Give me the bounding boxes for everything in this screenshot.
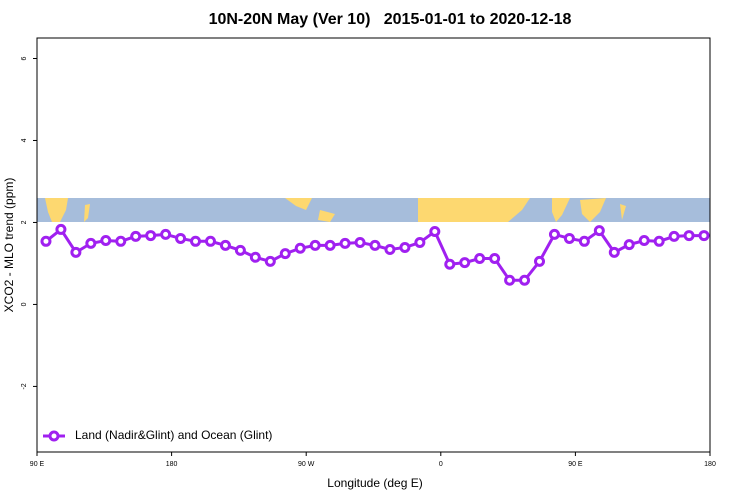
legend-label: Land (Nadir&Glint) and Ocean (Glint) [75,428,272,442]
data-point [548,228,560,240]
data-point [294,242,306,254]
data-point [698,230,710,242]
x-tick-label: 90 E [30,461,45,468]
data-point [204,235,216,247]
data-point [40,235,52,247]
data-point [160,228,172,240]
plot-frame [36,37,711,453]
data-point [219,239,231,251]
y-tick-label: 0 [21,302,28,306]
x-tick-label: 90 E [568,461,583,468]
land [45,198,68,222]
data-point [130,230,142,242]
x-tick-label: 90 W [298,461,315,468]
data-point [653,235,665,247]
data-point [249,251,261,263]
data-point [70,246,82,258]
land [580,198,606,222]
data-point [264,255,276,267]
data-point [668,230,680,242]
x-tick-label: 180 [166,461,178,468]
legend-marker [48,430,60,442]
y-tick-label: 2 [21,220,28,224]
ocean [37,198,710,222]
data-point [234,244,246,256]
land [285,198,312,210]
data-point [100,234,112,246]
data-point [399,241,411,253]
y-tick-label: 6 [21,56,28,60]
data-point [354,237,366,249]
data-point [459,257,471,269]
data-point [339,237,351,249]
data-point [429,225,441,237]
data-point [55,223,67,235]
data-point [489,253,501,265]
data-point [145,230,157,242]
land [552,198,570,222]
x-axis-label: Longitude (deg E) [327,476,422,490]
data-point [175,232,187,244]
data-point [563,232,575,244]
data-point [623,239,635,251]
land [318,210,335,222]
land [620,204,626,220]
x-tick-label: 180 [704,461,716,468]
y-tick-label: -2 [21,383,28,389]
data-point [474,253,486,265]
data-point [384,244,396,256]
data-point [444,258,456,270]
y-axis-label: XCO2 - MLO trend (ppm) [2,178,16,313]
data-point [279,248,291,260]
data-point [190,235,202,247]
chart-title: 10N-20N May (Ver 10) 2015-01-01 to 2020-… [209,11,572,28]
data-point [683,230,695,242]
series-line [45,227,705,282]
land [418,198,530,222]
data-point [578,235,590,247]
data-point [414,237,426,249]
y-tick-label: 4 [21,138,28,142]
data-point [519,274,531,286]
data-point [309,239,321,251]
data-point [593,225,605,237]
data-point [638,234,650,246]
data-point [369,239,381,251]
data-point [115,235,127,247]
data-point [534,255,546,267]
x-tick-label: 0 [439,461,443,468]
data-point [85,237,97,249]
map-strip [37,198,710,222]
data-point [504,274,516,286]
land [84,204,90,222]
data-point [608,246,620,258]
data-point [324,239,336,251]
